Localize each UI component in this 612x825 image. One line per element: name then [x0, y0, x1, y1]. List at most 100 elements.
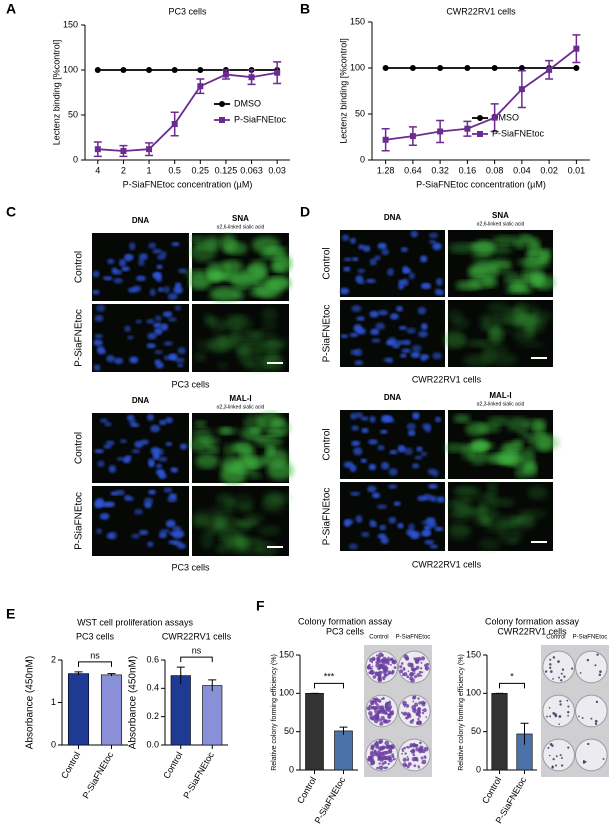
colony	[582, 761, 586, 764]
colony	[412, 753, 416, 757]
stain	[210, 316, 224, 334]
stain	[212, 273, 241, 282]
nucleus	[349, 237, 357, 244]
colony	[368, 707, 371, 710]
colony	[567, 711, 570, 714]
colony	[402, 712, 406, 716]
nucleus	[421, 282, 431, 288]
x-tick-label: Control	[480, 775, 503, 805]
colony	[369, 657, 374, 663]
nucleus	[388, 484, 398, 489]
nucleus	[124, 455, 132, 461]
column-header: DNA	[384, 213, 402, 222]
colony	[409, 672, 414, 677]
nucleus	[371, 492, 381, 499]
colony	[372, 657, 376, 661]
nucleus	[156, 254, 166, 260]
nucleus	[356, 327, 366, 335]
micrograph	[192, 304, 289, 373]
stain	[218, 530, 245, 546]
stain	[266, 337, 289, 347]
colony	[370, 707, 374, 710]
marker	[573, 65, 580, 71]
stain	[258, 525, 281, 536]
nucleus	[348, 543, 358, 550]
nucleus	[349, 332, 359, 338]
colony	[586, 658, 590, 662]
nucleus	[420, 451, 428, 457]
stain	[503, 272, 521, 287]
colony	[406, 675, 410, 679]
nucleus	[131, 533, 141, 539]
colony	[550, 670, 553, 673]
colony	[419, 674, 423, 677]
colony	[376, 659, 382, 664]
colony	[376, 654, 379, 657]
row-label: Control	[74, 251, 85, 283]
nucleus	[377, 445, 385, 451]
nucleus	[354, 360, 364, 366]
micrograph	[192, 486, 293, 557]
nucleus	[94, 314, 104, 322]
stain	[189, 235, 208, 243]
colony	[552, 765, 554, 768]
y-tick-label: 0	[289, 764, 294, 774]
stain	[208, 506, 235, 520]
colony	[372, 754, 375, 758]
micrograph	[189, 412, 294, 485]
marker	[491, 114, 498, 121]
nucleus	[155, 463, 163, 469]
nucleus	[165, 519, 176, 528]
stain	[517, 508, 547, 520]
well	[575, 694, 608, 728]
nucleus	[152, 248, 162, 254]
colony	[421, 671, 424, 674]
colony	[406, 765, 410, 769]
series-line	[97, 71, 278, 152]
nucleus	[163, 355, 170, 361]
well	[542, 738, 575, 772]
colony	[551, 744, 554, 747]
panel-label: D	[300, 204, 310, 220]
nucleus	[370, 328, 380, 335]
stain	[465, 422, 489, 436]
nucleus	[124, 253, 133, 262]
chart-title: PC3 cells	[168, 6, 207, 16]
nucleus	[393, 501, 401, 507]
nucleus	[400, 353, 407, 358]
nucleus	[369, 310, 379, 318]
nucleus	[105, 440, 115, 446]
nucleus	[167, 317, 177, 322]
nucleus	[92, 270, 100, 278]
nucleus	[153, 322, 162, 328]
colony	[421, 709, 424, 712]
colony	[416, 708, 421, 713]
stain	[471, 249, 492, 260]
colony	[368, 704, 372, 708]
x-axis-label: P-SiaFNEtoc concentration (µM)	[416, 179, 546, 189]
colony	[411, 748, 416, 753]
nucleus	[420, 255, 428, 263]
stain	[492, 235, 520, 246]
colony	[422, 708, 427, 713]
micrograph	[92, 486, 189, 556]
colony	[413, 695, 417, 699]
nucleus	[398, 325, 407, 330]
nucleus	[398, 282, 405, 290]
colony	[377, 707, 380, 710]
nucleus	[341, 234, 350, 242]
y-tick-label: 100	[466, 688, 481, 698]
stain	[261, 307, 278, 323]
nucleus	[136, 275, 146, 282]
colony	[381, 698, 384, 701]
colony	[378, 663, 383, 669]
x-tick-label: 0.32	[431, 165, 449, 175]
y-tick-label: 0.6	[146, 654, 159, 664]
column-subheader: α2,6-linked sialic acid	[477, 221, 525, 227]
colony	[418, 748, 423, 754]
colony	[571, 667, 574, 670]
nucleus	[397, 444, 406, 453]
colony	[382, 709, 386, 712]
chart-title: Colony formation assay	[298, 616, 393, 626]
stain	[521, 448, 536, 468]
